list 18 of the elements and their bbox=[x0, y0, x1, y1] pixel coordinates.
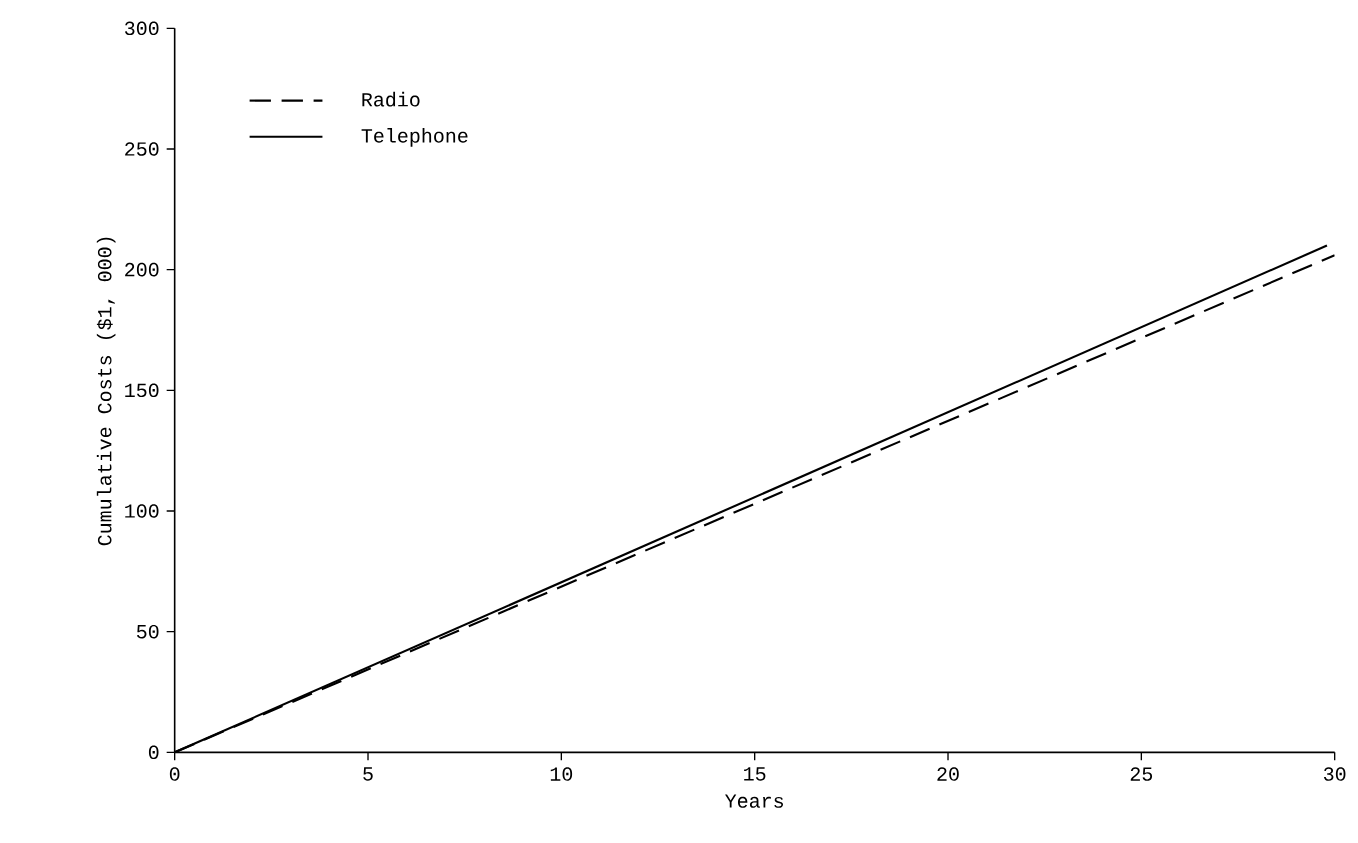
y-tick-label: 300 bbox=[124, 21, 159, 36]
legend-label: Telephone bbox=[361, 128, 468, 147]
y-axis-title: Cumulative Costs ($1, 000) bbox=[96, 237, 116, 546]
legend-label: Radio bbox=[362, 91, 420, 107]
x-tick-label: 30 bbox=[1323, 767, 1346, 781]
y-tick-label: 250 bbox=[125, 142, 159, 156]
x-tick-label: 10 bbox=[550, 767, 573, 781]
y-tick-label: 0 bbox=[148, 745, 159, 760]
x-tick-label: 20 bbox=[937, 767, 959, 781]
x-tick-label: 0 bbox=[169, 767, 180, 781]
y-tick-label: 150 bbox=[125, 383, 159, 398]
y-tick-label: 200 bbox=[125, 262, 159, 277]
x-tick-label: 25 bbox=[1130, 767, 1153, 781]
y-tick-label: 100 bbox=[125, 504, 159, 518]
x-tick-label: 15 bbox=[744, 767, 766, 781]
y-tick-label: 50 bbox=[136, 624, 159, 639]
x-axis-title: Years bbox=[725, 794, 784, 808]
x-tick-label: 5 bbox=[363, 767, 373, 781]
